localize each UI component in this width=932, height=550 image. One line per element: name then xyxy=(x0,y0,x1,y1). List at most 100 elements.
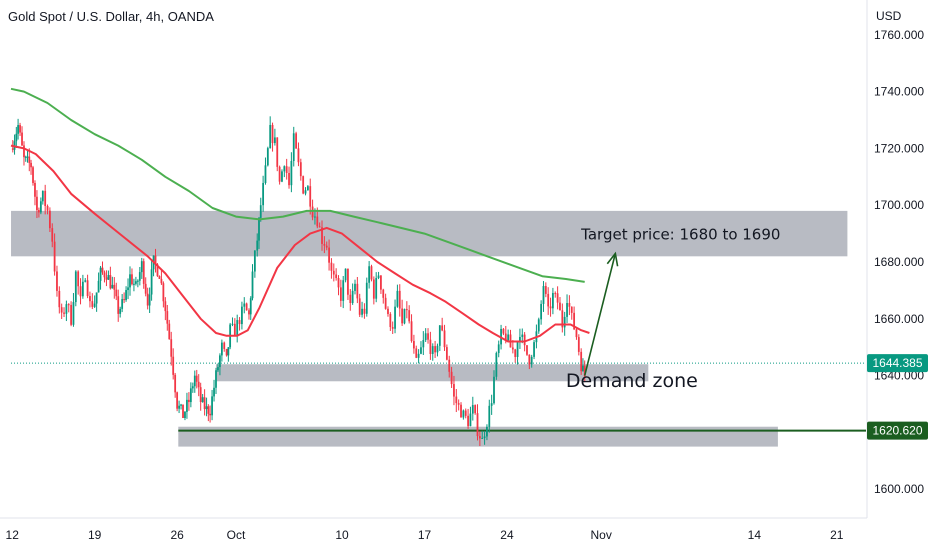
candle-239[interactable] xyxy=(537,319,540,332)
candle-84[interactable] xyxy=(184,411,186,418)
candle-152[interactable] xyxy=(332,270,335,275)
candle-156[interactable] xyxy=(342,280,345,301)
candle-154[interactable] xyxy=(337,278,340,288)
candle-199[interactable] xyxy=(443,330,446,348)
candle-175[interactable] xyxy=(387,308,389,314)
candle-99[interactable] xyxy=(213,387,215,397)
candle-123[interactable] xyxy=(264,165,267,183)
candle-104[interactable] xyxy=(223,342,226,349)
candle-247[interactable] xyxy=(556,293,559,303)
candle-44[interactable] xyxy=(105,277,108,280)
candles-layer[interactable] xyxy=(11,116,586,447)
candle-75[interactable] xyxy=(166,311,169,324)
candle-39[interactable] xyxy=(95,292,98,304)
candle-115[interactable] xyxy=(248,310,250,315)
candle-211[interactable] xyxy=(471,405,474,414)
candle-72[interactable] xyxy=(160,278,163,284)
candle-242[interactable] xyxy=(544,286,547,294)
candle-0[interactable] xyxy=(11,148,14,150)
candle-222[interactable] xyxy=(497,344,500,354)
candle-159[interactable] xyxy=(349,294,352,304)
candle-34[interactable] xyxy=(84,280,87,282)
candle-69[interactable] xyxy=(154,255,157,265)
candle-30[interactable] xyxy=(74,271,77,303)
candle-94[interactable] xyxy=(203,397,206,410)
candle-130[interactable] xyxy=(281,171,283,182)
candle-82[interactable] xyxy=(180,404,182,406)
candle-86[interactable] xyxy=(188,399,190,403)
candle-178[interactable] xyxy=(394,306,396,329)
candle-81[interactable] xyxy=(178,405,180,409)
candle-117[interactable] xyxy=(251,271,254,299)
candle-112[interactable] xyxy=(241,306,243,325)
candle-235[interactable] xyxy=(528,354,531,365)
candle-125[interactable] xyxy=(269,124,272,149)
candle-145[interactable] xyxy=(316,216,319,227)
candle-9[interactable] xyxy=(28,156,31,163)
candle-197[interactable] xyxy=(438,325,441,346)
candle-184[interactable] xyxy=(408,310,411,322)
candle-103[interactable] xyxy=(220,342,223,356)
candle-177[interactable] xyxy=(391,327,394,329)
candle-217[interactable] xyxy=(486,426,488,437)
candle-231[interactable] xyxy=(519,336,521,343)
candle-149[interactable] xyxy=(325,245,328,248)
candle-52[interactable] xyxy=(121,299,124,309)
candle-6[interactable] xyxy=(23,145,25,158)
candle-237[interactable] xyxy=(533,342,535,357)
candle-65[interactable] xyxy=(146,293,149,306)
candle-251[interactable] xyxy=(566,303,568,317)
candle-120[interactable] xyxy=(258,217,260,241)
candle-194[interactable] xyxy=(431,346,434,354)
candle-37[interactable] xyxy=(91,301,94,307)
candle-153[interactable] xyxy=(335,274,338,279)
candle-204[interactable] xyxy=(455,396,458,404)
candle-203[interactable] xyxy=(453,384,455,397)
candle-31[interactable] xyxy=(77,271,80,287)
candle-24[interactable] xyxy=(60,307,63,313)
candle-163[interactable] xyxy=(358,298,361,315)
candle-29[interactable] xyxy=(72,302,75,325)
candle-124[interactable] xyxy=(266,148,269,166)
candle-189[interactable] xyxy=(420,347,422,354)
candle-13[interactable] xyxy=(36,196,38,211)
candle-118[interactable] xyxy=(253,250,256,272)
candle-254[interactable] xyxy=(573,312,576,330)
candle-164[interactable] xyxy=(361,308,363,315)
candle-230[interactable] xyxy=(516,342,519,357)
candle-219[interactable] xyxy=(490,403,493,406)
candle-61[interactable] xyxy=(138,272,141,281)
candle-91[interactable] xyxy=(197,381,200,388)
candle-28[interactable] xyxy=(70,304,72,325)
candle-179[interactable] xyxy=(396,290,399,307)
candle-224[interactable] xyxy=(502,328,505,334)
candle-56[interactable] xyxy=(129,274,131,288)
candle-183[interactable] xyxy=(405,308,408,311)
candle-108[interactable] xyxy=(231,323,234,325)
candle-169[interactable] xyxy=(372,279,375,299)
candle-96[interactable] xyxy=(207,406,210,414)
candle-185[interactable] xyxy=(410,321,413,342)
candle-162[interactable] xyxy=(356,283,359,299)
candle-210[interactable] xyxy=(469,413,472,427)
candle-57[interactable] xyxy=(131,274,133,285)
candle-155[interactable] xyxy=(339,287,342,301)
candle-213[interactable] xyxy=(476,413,479,437)
candle-137[interactable] xyxy=(297,148,300,163)
candle-140[interactable] xyxy=(304,190,307,194)
candle-225[interactable] xyxy=(504,333,507,341)
candle-79[interactable] xyxy=(174,374,177,393)
candle-132[interactable] xyxy=(285,166,288,173)
candle-215[interactable] xyxy=(481,437,484,439)
candle-58[interactable] xyxy=(133,283,135,285)
candle-253[interactable] xyxy=(570,306,573,313)
candle-249[interactable] xyxy=(561,310,564,328)
candle-150[interactable] xyxy=(328,247,330,263)
candle-206[interactable] xyxy=(460,404,462,418)
candle-64[interactable] xyxy=(144,283,147,294)
candle-48[interactable] xyxy=(113,284,116,290)
candle-23[interactable] xyxy=(58,290,61,308)
candle-244[interactable] xyxy=(549,306,552,309)
candle-33[interactable] xyxy=(81,281,84,297)
